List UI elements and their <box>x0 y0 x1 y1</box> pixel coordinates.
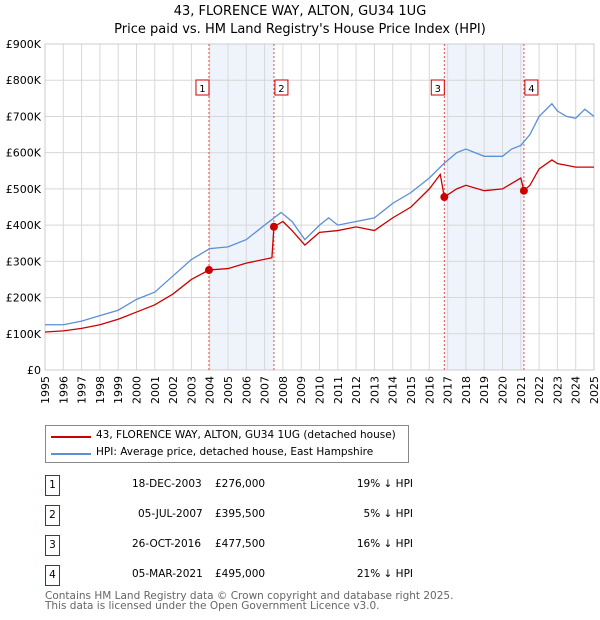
x-tick-label: 1999 <box>112 376 125 404</box>
sale-price: £276,000 <box>215 478 266 490</box>
x-tick-label: 2012 <box>350 376 363 404</box>
sale-marker-number: 2 <box>278 84 284 95</box>
legend-label-hpi: HPI: Average price, detached house, East… <box>96 446 374 458</box>
sale-marker-label: 3 <box>45 535 60 556</box>
sale-date: 05-JUL-2007 <box>138 508 203 520</box>
x-tick-label: 2018 <box>460 376 473 404</box>
sale-row: 1 18-DEC-2003 £276,000 19% ↓ HPI <box>45 475 445 496</box>
x-tick-label: 2014 <box>387 376 400 404</box>
x-tick-label: 2023 <box>551 376 564 404</box>
legend-label-property: 43, FLORENCE WAY, ALTON, GU34 1UG (detac… <box>96 429 396 441</box>
legend-swatch-hpi <box>51 453 91 455</box>
x-tick-label: 2011 <box>332 376 345 404</box>
sale-point <box>269 222 278 231</box>
footer-copyright: Contains HM Land Registry data © Crown c… <box>45 590 454 602</box>
sale-date: 05-MAR-2021 <box>132 568 203 580</box>
x-tick-label: 2025 <box>588 376 600 404</box>
x-tick-label: 2013 <box>368 376 381 404</box>
x-tick-label: 2017 <box>442 376 455 404</box>
chart-subtitle: Price paid vs. HM Land Registry's House … <box>114 22 486 37</box>
x-tick-label: 2010 <box>314 376 327 404</box>
y-tick-label: £600K <box>6 147 42 160</box>
sale-marker-box <box>274 79 289 96</box>
x-tick-label: 2009 <box>295 376 308 404</box>
sale-hpi-diff: 5% ↓ HPI <box>363 508 413 520</box>
sale-hpi-diff: 16% ↓ HPI <box>356 538 413 550</box>
plot-frame <box>44 43 595 371</box>
footer: Contains HM Land Registry data © Crown c… <box>45 590 454 612</box>
x-tick-label: 2003 <box>185 376 198 404</box>
x-tick-label: 2021 <box>515 376 528 404</box>
x-tick-label: 2005 <box>222 376 235 404</box>
y-tick-label: £900K <box>6 38 42 51</box>
x-tick-label: 2015 <box>405 376 418 404</box>
y-tick-label: £300K <box>6 255 42 268</box>
x-tick-label: 2004 <box>204 376 217 404</box>
y-tick-label: £100K <box>6 328 42 341</box>
sale-marker-box <box>524 79 539 96</box>
sale-marker-box <box>195 79 210 96</box>
price-chart: 1995 1996 1997 1998 1999 2000 2001 2002 2003 2004… <box>6 38 600 404</box>
x-tick-label: 2007 <box>259 376 272 404</box>
legend: 43, FLORENCE WAY, ALTON, GU34 1UG (detac… <box>45 425 409 463</box>
sale-date: 26-OCT-2016 <box>132 538 201 550</box>
x-tick-label: 2024 <box>570 376 583 404</box>
sale-row: 3 26-OCT-2016 £477,500 16% ↓ HPI <box>45 535 445 556</box>
sale-row: 4 05-MAR-2021 £495,000 21% ↓ HPI <box>45 565 445 586</box>
sale-marker-label: 1 <box>45 475 60 496</box>
x-tick-label: 2006 <box>240 376 253 404</box>
x-tick-label: 2008 <box>277 376 290 404</box>
x-tick-label: 2001 <box>149 376 162 404</box>
footer-licence: This data is licensed under the Open Gov… <box>45 600 380 612</box>
x-tick-label: 1997 <box>76 376 89 404</box>
x-tick-label: 1998 <box>94 376 107 404</box>
sale-point <box>440 193 449 202</box>
sale-marker-number: 1 <box>199 84 205 95</box>
x-tick-label: 2000 <box>131 376 144 404</box>
y-tick-label: £700K <box>6 110 42 123</box>
y-tick-label: £800K <box>6 74 42 87</box>
sale-price: £477,500 <box>215 538 266 550</box>
y-tick-label: £200K <box>6 292 42 305</box>
sale-marker-number: 4 <box>528 84 534 95</box>
y-tick-label: £500K <box>6 183 42 196</box>
sale-price: £495,000 <box>215 568 266 580</box>
sale-marker-label: 2 <box>45 505 60 526</box>
x-tick-label: 1995 <box>39 376 52 404</box>
sale-hpi-diff: 19% ↓ HPI <box>356 478 413 490</box>
sale-point <box>204 266 213 275</box>
chart-title: 43, FLORENCE WAY, ALTON, GU34 1UG <box>173 4 427 19</box>
shaded-period <box>208 44 274 370</box>
sale-marker-label: 4 <box>45 565 60 586</box>
x-tick-label: 2002 <box>167 376 180 404</box>
x-tick-label: 2020 <box>497 376 510 404</box>
legend-swatch-property <box>51 436 91 438</box>
x-tick-label: 1996 <box>57 376 70 404</box>
sale-price: £395,500 <box>215 508 266 520</box>
sale-marker-box <box>430 79 445 96</box>
hpi-line <box>45 102 595 326</box>
sale-date: 18-DEC-2003 <box>132 478 202 490</box>
y-tick-label: £400K <box>6 219 42 232</box>
y-tick-label: £0 <box>27 364 41 377</box>
x-tick-label: 2016 <box>423 376 436 404</box>
x-tick-label: 2019 <box>478 376 491 404</box>
sale-hpi-diff: 21% ↓ HPI <box>356 568 413 580</box>
x-tick-label: 2022 <box>533 376 546 404</box>
sale-point <box>519 186 528 195</box>
sale-marker-number: 3 <box>435 84 441 95</box>
sale-row: 2 05-JUL-2007 £395,500 5% ↓ HPI <box>45 505 445 526</box>
